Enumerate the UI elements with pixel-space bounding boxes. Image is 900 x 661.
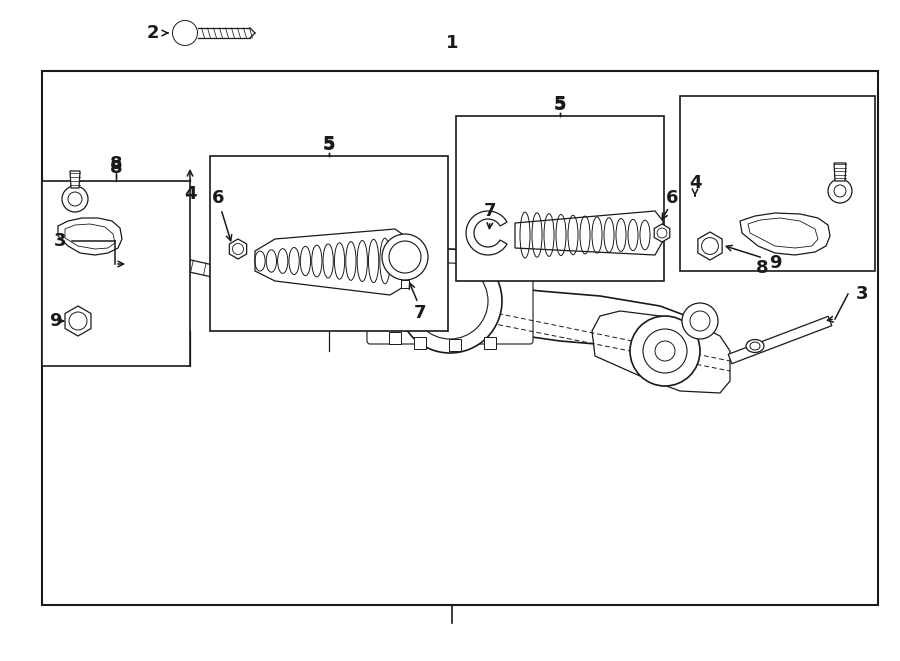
Ellipse shape xyxy=(279,283,301,299)
Text: 2: 2 xyxy=(147,24,159,42)
Ellipse shape xyxy=(380,238,390,284)
Ellipse shape xyxy=(592,217,602,253)
Circle shape xyxy=(62,186,88,212)
Ellipse shape xyxy=(277,249,288,274)
Ellipse shape xyxy=(746,340,764,352)
Polygon shape xyxy=(834,163,846,181)
Polygon shape xyxy=(70,171,80,188)
FancyBboxPatch shape xyxy=(367,258,533,344)
Polygon shape xyxy=(654,224,670,242)
Circle shape xyxy=(69,312,87,330)
Ellipse shape xyxy=(628,219,638,251)
Ellipse shape xyxy=(520,212,530,258)
Text: 6: 6 xyxy=(212,189,224,207)
Polygon shape xyxy=(728,317,832,364)
Text: 5: 5 xyxy=(554,96,566,114)
Ellipse shape xyxy=(335,243,345,279)
Text: 5: 5 xyxy=(323,136,335,154)
Bar xyxy=(401,280,409,288)
Circle shape xyxy=(68,192,82,206)
Ellipse shape xyxy=(283,286,297,296)
Polygon shape xyxy=(65,224,115,249)
Text: 6: 6 xyxy=(666,189,679,207)
Circle shape xyxy=(682,303,718,339)
Circle shape xyxy=(834,185,846,197)
Polygon shape xyxy=(99,240,282,292)
Ellipse shape xyxy=(323,244,333,278)
Polygon shape xyxy=(315,246,720,376)
Bar xyxy=(449,339,461,351)
Circle shape xyxy=(657,228,667,238)
Bar xyxy=(414,337,426,349)
Ellipse shape xyxy=(311,245,322,277)
Text: 7: 7 xyxy=(484,202,496,220)
Circle shape xyxy=(643,329,687,373)
Text: 4: 4 xyxy=(688,174,701,192)
Circle shape xyxy=(335,251,355,271)
Circle shape xyxy=(232,243,244,254)
Text: 8: 8 xyxy=(110,159,122,177)
Ellipse shape xyxy=(640,220,650,250)
Polygon shape xyxy=(740,213,830,255)
Text: 8: 8 xyxy=(110,155,122,173)
Bar xyxy=(210,156,448,331)
Circle shape xyxy=(412,263,488,339)
Text: 1: 1 xyxy=(446,34,458,52)
Ellipse shape xyxy=(289,247,299,274)
Polygon shape xyxy=(58,218,122,255)
Circle shape xyxy=(702,237,718,254)
Circle shape xyxy=(690,311,710,331)
Circle shape xyxy=(382,234,428,280)
Circle shape xyxy=(327,243,363,279)
Ellipse shape xyxy=(346,242,356,280)
Text: 4: 4 xyxy=(184,185,196,203)
Text: 3: 3 xyxy=(54,232,67,250)
Bar xyxy=(680,96,875,271)
Bar xyxy=(42,181,190,366)
Ellipse shape xyxy=(568,215,578,254)
Circle shape xyxy=(398,249,502,353)
Text: 5: 5 xyxy=(554,95,566,113)
Ellipse shape xyxy=(750,342,760,350)
Polygon shape xyxy=(592,311,730,393)
Ellipse shape xyxy=(604,217,614,253)
Circle shape xyxy=(173,20,197,46)
Bar xyxy=(389,332,401,344)
Text: 9: 9 xyxy=(769,254,781,272)
Text: 5: 5 xyxy=(323,135,335,153)
Ellipse shape xyxy=(580,216,590,254)
Polygon shape xyxy=(230,239,247,259)
Bar xyxy=(484,337,496,349)
Ellipse shape xyxy=(301,247,310,276)
Ellipse shape xyxy=(616,219,626,251)
Polygon shape xyxy=(748,218,818,248)
Circle shape xyxy=(179,28,191,38)
Polygon shape xyxy=(466,211,507,255)
Ellipse shape xyxy=(556,214,566,256)
Text: 3: 3 xyxy=(856,285,868,303)
Circle shape xyxy=(828,179,852,203)
Circle shape xyxy=(630,316,700,386)
Ellipse shape xyxy=(544,214,554,256)
Circle shape xyxy=(655,341,675,361)
Text: 8: 8 xyxy=(756,259,769,277)
Ellipse shape xyxy=(532,213,542,257)
Ellipse shape xyxy=(266,250,276,272)
Bar xyxy=(42,71,878,605)
Bar xyxy=(456,116,664,281)
Text: 9: 9 xyxy=(49,312,61,330)
Polygon shape xyxy=(698,232,722,260)
Polygon shape xyxy=(65,306,91,336)
Ellipse shape xyxy=(255,251,266,271)
Text: 7: 7 xyxy=(414,304,427,322)
Polygon shape xyxy=(176,23,194,43)
Ellipse shape xyxy=(357,241,367,282)
Circle shape xyxy=(389,241,421,273)
Ellipse shape xyxy=(368,239,379,283)
